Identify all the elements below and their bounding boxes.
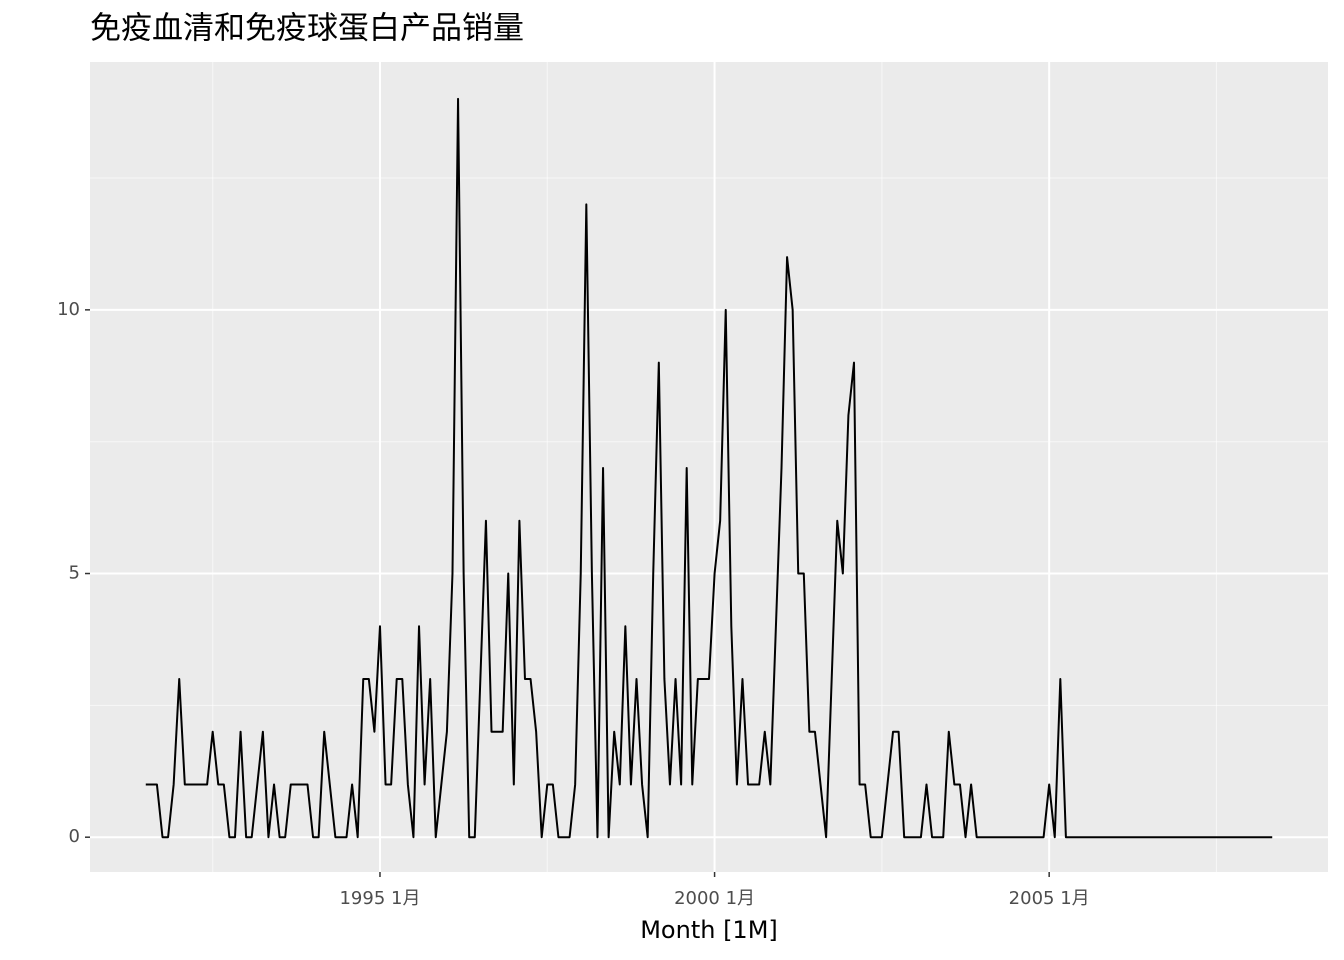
y-tick-label: 10 (57, 299, 80, 320)
chart-title: 免疫血清和免疫球蛋白产品销量 (90, 11, 524, 47)
y-tick-label: 5 (69, 563, 80, 584)
x-tick-label: 1995 1月 (339, 888, 420, 909)
x-tick-label: 2005 1月 (1009, 888, 1090, 909)
y-tick-label: 0 (69, 826, 80, 847)
x-axis-label: Month [1M] (640, 916, 778, 944)
data-line (145, 97, 1273, 839)
x-tick-label: 2000 1月 (674, 888, 755, 909)
panel (90, 62, 1328, 872)
